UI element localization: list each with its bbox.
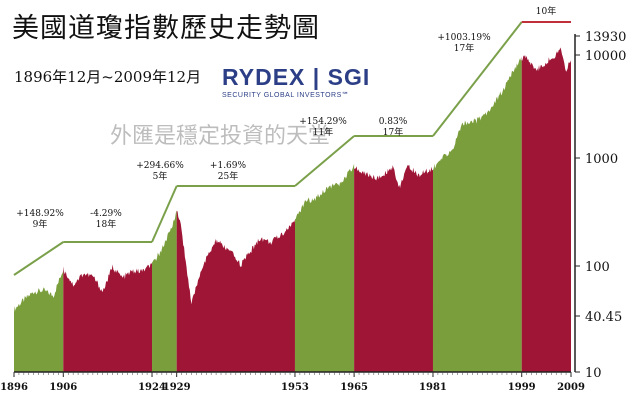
period-area-1929-1953 <box>176 210 295 372</box>
period-area-1924-1929 <box>152 210 177 372</box>
period-area-1906-1924 <box>63 263 153 372</box>
period-years-label: 5年 <box>153 170 168 182</box>
x-tick-label: 1896 <box>0 382 28 393</box>
trend-line-1896-1906 <box>13 241 64 276</box>
period-change-label: -4.29% <box>90 209 122 219</box>
y-tick-label: 1000 <box>585 152 618 167</box>
x-tick-label: 1999 <box>508 382 536 393</box>
period-years-label: 18年 <box>96 218 116 230</box>
period-years-label: 17年 <box>454 42 474 54</box>
period-area-1965-1981 <box>354 164 433 372</box>
period-area-1896-1906 <box>14 271 64 372</box>
period-change-label: 0.83% <box>379 117 408 127</box>
period-change-label: +154.29% <box>299 117 347 127</box>
period-years-label: 10年 <box>536 5 556 17</box>
period-years-label: 11年 <box>313 126 333 138</box>
y-tick-label: 100 <box>585 260 610 275</box>
logo-tagline: SECURITY GLOBAL INVESTORS℠ <box>222 92 350 99</box>
chart-subtitle: 1896年12月~2009年12月 <box>14 68 202 86</box>
x-tick-label: 1965 <box>340 382 368 393</box>
x-tick-label: 1981 <box>419 382 447 393</box>
logo-brand-text: RYDEX | SGI <box>222 64 371 90</box>
y-tick-label: 10000 <box>585 49 626 64</box>
period-years-label: 25年 <box>218 170 238 182</box>
trend-line-1924-1929 <box>151 185 178 243</box>
brand-logo: RYDEX | SGI SECURITY GLOBAL INVESTORS℠ <box>222 64 371 104</box>
period-years-label: 17年 <box>383 126 403 138</box>
x-tick-label: 1953 <box>281 382 309 393</box>
trend-line-1953-1965 <box>294 135 355 187</box>
period-area-1999-2009 <box>521 47 571 373</box>
watermark-text: 外匯是穩定投資的天堂 <box>110 124 331 149</box>
period-change-label: +148.92% <box>16 209 64 219</box>
x-tick-label: 1929 <box>163 382 191 393</box>
trend-line-1981-1999 <box>432 21 523 137</box>
chart-title: 美國道瓊指數歷史走勢圖 <box>12 13 320 44</box>
y-tick-label: 13930 <box>585 30 626 45</box>
period-change-label: +1.69% <box>210 161 247 171</box>
period-years-label: 9年 <box>33 218 48 230</box>
x-tick-label: 2009 <box>557 382 585 393</box>
y-tick-label: 10 <box>585 366 602 381</box>
x-tick-label: 1924 <box>138 382 166 393</box>
y-tick-label: 40.45 <box>585 310 622 325</box>
period-area-1953-1965 <box>294 163 355 372</box>
x-tick-label: 1906 <box>49 382 77 393</box>
period-change-label: +294.66% <box>136 161 184 171</box>
period-change-label: +1003.19% <box>437 33 491 43</box>
period-area-1981-1999 <box>432 58 522 372</box>
